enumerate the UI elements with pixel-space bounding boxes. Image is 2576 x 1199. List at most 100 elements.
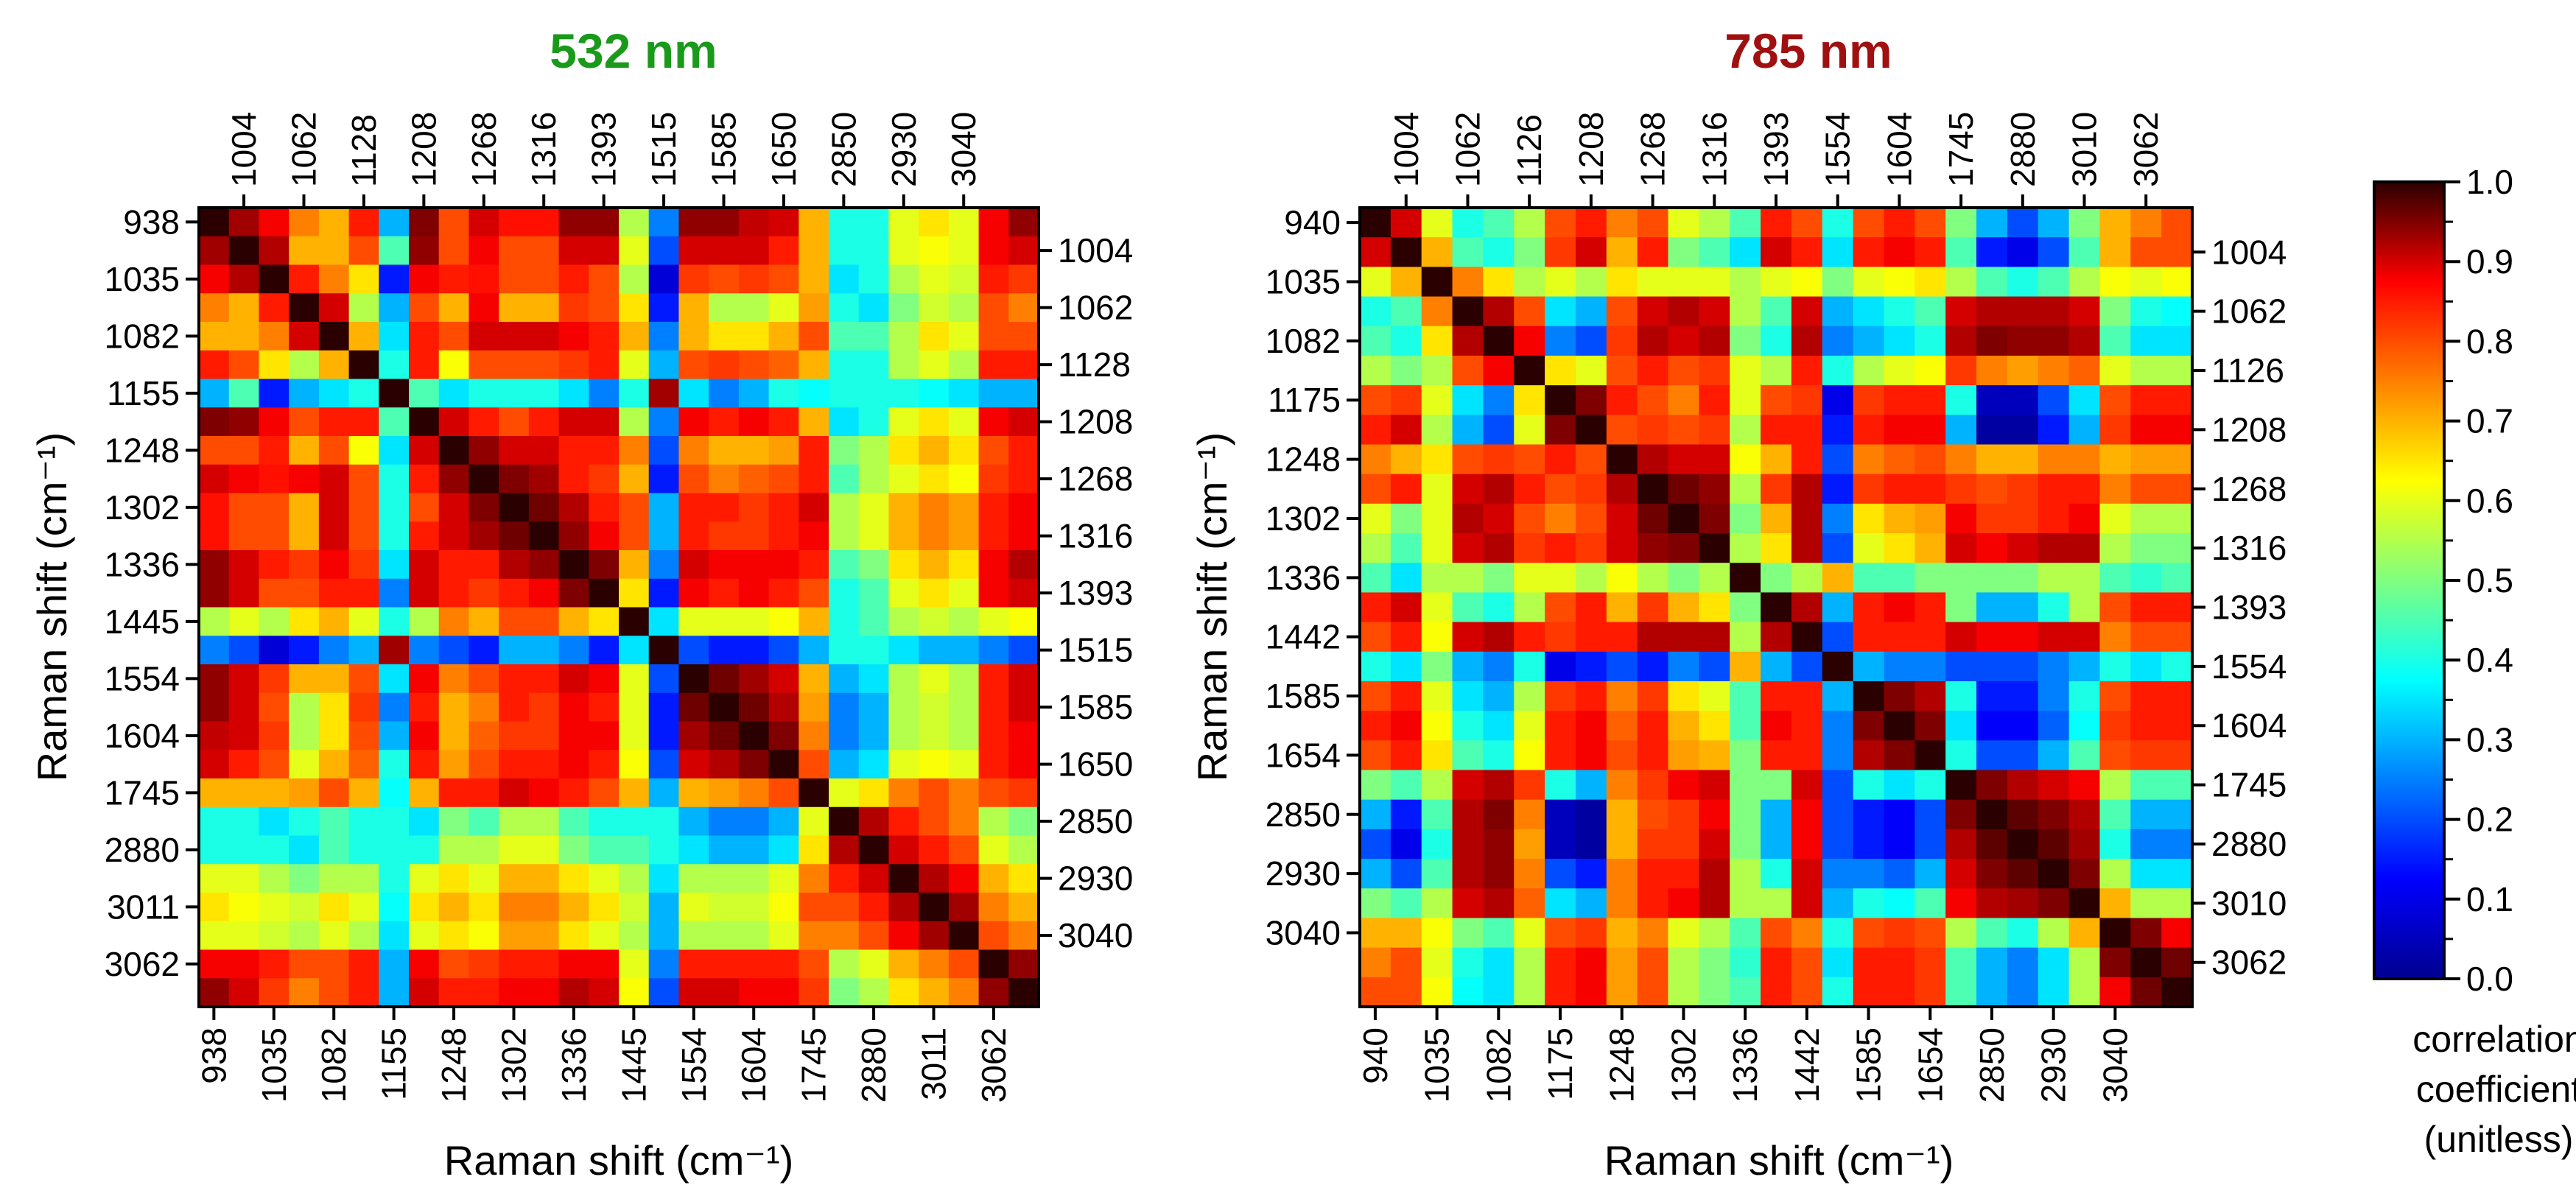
heatmap-cell — [738, 750, 770, 779]
heatmap-cell — [1976, 740, 2008, 771]
heatmap-cell — [1360, 296, 1391, 327]
heatmap-cell — [2161, 385, 2193, 415]
heatmap-cell — [919, 550, 950, 580]
heatmap-cell — [1761, 651, 1792, 682]
heatmap-cell — [799, 236, 829, 266]
heatmap-cell — [1945, 651, 1977, 682]
heatmap-cell — [1730, 799, 1761, 830]
left-tick-label: 1035 — [105, 260, 180, 298]
heatmap-cell — [709, 578, 740, 608]
left-tick-label: 1554 — [105, 659, 180, 697]
heatmap-cell — [648, 893, 680, 922]
heatmap-cell — [829, 607, 860, 636]
heatmap-cell — [2161, 829, 2193, 859]
heatmap-cell — [259, 379, 289, 408]
heatmap-cell — [409, 264, 440, 294]
heatmap-cell — [799, 407, 829, 437]
heatmap-cell — [709, 664, 740, 694]
heatmap-cell — [888, 607, 919, 636]
heatmap-cell — [978, 264, 1009, 294]
heatmap-cell — [738, 893, 770, 922]
heatmap-cell — [1390, 888, 1422, 919]
heatmap-cell — [2038, 829, 2070, 859]
heatmap-cell — [1421, 326, 1453, 356]
heatmap-cell — [1730, 503, 1761, 534]
heatmap-cell — [1360, 503, 1391, 534]
heatmap-cell — [709, 806, 740, 837]
heatmap-cell — [2068, 947, 2101, 978]
heatmap-cell — [948, 208, 980, 237]
heatmap-cell — [1791, 415, 1823, 446]
heatmap-cell — [1668, 977, 1699, 1008]
heatmap-cell — [888, 835, 919, 865]
heatmap-cell — [2161, 918, 2193, 949]
heatmap-cell — [2130, 888, 2162, 919]
heatmap-cell — [978, 692, 1009, 722]
heatmap-cell — [1730, 888, 1761, 919]
plot-frame-532 — [197, 206, 1040, 1008]
heatmap-cell — [379, 978, 410, 1008]
heatmap-cell — [1915, 622, 1946, 653]
heatmap-cell — [1008, 208, 1039, 237]
heatmap-cell — [199, 806, 230, 837]
heatmap-cell — [768, 607, 799, 636]
heatmap-cell — [919, 949, 950, 979]
heatmap-cell — [1606, 622, 1638, 653]
heatmap-cell — [1791, 770, 1823, 801]
heatmap-cell — [259, 293, 289, 323]
heatmap-cell — [1637, 296, 1669, 327]
heatmap-cell — [919, 436, 950, 465]
heatmap-cell — [409, 521, 440, 551]
heatmap-cell — [259, 550, 289, 580]
heatmap-cell — [1452, 770, 1484, 801]
heatmap-cell — [978, 578, 1009, 608]
heatmap-cell — [228, 350, 260, 380]
heatmap-cell — [1976, 503, 2008, 534]
heatmap-cell — [409, 893, 440, 922]
heatmap-cell — [678, 721, 709, 750]
heatmap-cell — [318, 949, 350, 979]
heatmap-cell — [709, 978, 740, 1008]
heatmap-cell — [499, 550, 530, 580]
right-tick-label: 1604 — [2211, 706, 2287, 745]
heatmap-cell — [1008, 350, 1039, 380]
heatmap-cell — [2130, 711, 2162, 741]
heatmap-cell — [1452, 918, 1484, 949]
heatmap-cell — [619, 436, 650, 465]
heatmap-cell — [1945, 711, 1977, 741]
heatmap-cell — [829, 806, 860, 837]
heatmap-cell — [1853, 296, 1885, 327]
heatmap-cell — [1915, 385, 1946, 415]
bottom-tick-label: 1248 — [1603, 1027, 1641, 1103]
heatmap-cell — [919, 293, 950, 323]
heatmap-cell — [1822, 711, 1854, 741]
heatmap-cell — [499, 978, 530, 1008]
heatmap-cell — [348, 664, 379, 694]
heatmap-cell — [499, 750, 530, 779]
heatmap-cell — [1699, 237, 1730, 267]
heatmap-cell — [589, 350, 620, 380]
heatmap-cell — [1976, 237, 2008, 267]
heatmap-cell — [528, 464, 560, 494]
heatmap-cell — [1822, 799, 1854, 830]
heatmap-cell — [2130, 444, 2162, 475]
heatmap-cell — [438, 864, 470, 893]
heatmap-cell — [799, 550, 829, 580]
heatmap-cell — [768, 208, 799, 237]
heatmap-cell — [2068, 237, 2101, 267]
right-tick-label: 1393 — [2211, 588, 2287, 627]
right-tick-label: 1316 — [2211, 529, 2287, 567]
heatmap-cell — [2007, 740, 2039, 771]
heatmap-cell — [1699, 355, 1730, 386]
heatmap-cell — [1884, 622, 1915, 653]
heatmap-cell — [1360, 770, 1391, 801]
heatmap-cell — [259, 521, 289, 551]
heatmap-cell — [799, 379, 829, 408]
heatmap-cell — [1791, 977, 1823, 1008]
heatmap-cell — [289, 664, 320, 694]
heatmap-cell — [1483, 503, 1515, 534]
heatmap-cell — [1483, 681, 1515, 711]
heatmap-cell — [589, 750, 620, 779]
heatmap-cell — [1791, 651, 1823, 682]
heatmap-cell — [1483, 415, 1515, 446]
